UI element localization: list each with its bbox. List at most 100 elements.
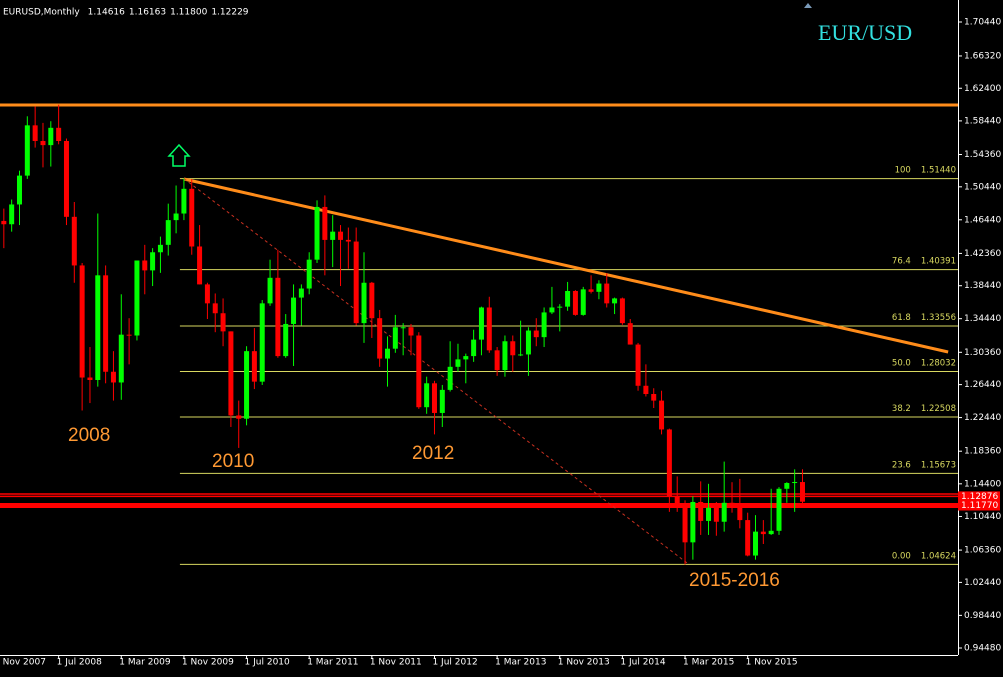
annotation: 2015-2016 [689, 570, 780, 591]
candle-body [377, 318, 383, 359]
x-tick-label: 1 Jul 2010 [245, 658, 290, 668]
x-tick-label: 1 Jul 2012 [432, 658, 477, 668]
candle-body [706, 507, 712, 521]
plot-area: 1.51440 100 1.40391 76.4 1.33556 61.8 1.28032 5… [0, 103, 958, 565]
trendline [183, 178, 690, 565]
y-tick-label: 1.42360 [964, 249, 1001, 259]
symbol-label: EUR/USD [818, 20, 912, 45]
candle-body [48, 127, 54, 146]
candle-body [486, 307, 492, 351]
candle-body [353, 241, 359, 324]
candle-body [118, 334, 124, 383]
fib-price: 1.22508 [921, 404, 956, 414]
annotation: 2008 [68, 425, 110, 446]
candle-body [776, 488, 782, 531]
candle-body [291, 297, 297, 324]
candle-body [189, 188, 195, 247]
candle-body [32, 125, 38, 142]
candle-body [596, 283, 602, 292]
candle-body [408, 327, 414, 336]
x-tick-label: 1 Mar 2009 [119, 658, 171, 668]
candle-body [455, 359, 461, 367]
candle-body [690, 501, 696, 543]
y-tick-label: 1.58440 [964, 116, 1001, 126]
y-tick-label: 1.50440 [964, 182, 1001, 192]
candle-body [314, 206, 320, 260]
y-tick-label: 1.34440 [964, 314, 1001, 324]
candle-body [259, 303, 265, 382]
candle-body [745, 520, 751, 556]
x-tick-label: 1 Mar 2015 [683, 658, 734, 668]
candle-body [9, 204, 15, 225]
candle-body [502, 341, 508, 371]
x-tick-label: 1 Jul 2014 [620, 658, 665, 668]
candle-body [792, 482, 798, 484]
y-tick-label: 1.10440 [964, 512, 1001, 522]
candle-body [768, 530, 774, 535]
y-tick-label: 1.70440 [964, 18, 1001, 28]
candle-body [71, 216, 77, 266]
fib-ratio: 76.4 [892, 257, 911, 267]
candle-body [416, 335, 422, 408]
candle-body [369, 282, 375, 319]
fib-ratio: 61.8 [892, 313, 911, 323]
candle-body [525, 330, 531, 355]
y-tick-label: 1.22440 [964, 413, 1001, 423]
candle-body [439, 389, 445, 413]
candle-body [204, 284, 210, 304]
candle-body [463, 356, 469, 360]
price-label: 1.12876 [961, 492, 998, 502]
fib-ratio: 100 [895, 166, 911, 176]
fib-price: 1.28032 [921, 358, 956, 368]
y-tick-label: 1.02440 [964, 578, 1001, 588]
candle-body [604, 283, 610, 304]
candle-body [134, 260, 140, 336]
candle-body [150, 252, 156, 271]
candle-body [267, 277, 273, 304]
y-tick-label: 1.38440 [964, 281, 1001, 291]
scroll-marker [804, 3, 812, 8]
candle-body [447, 366, 453, 390]
candle-body [1, 220, 7, 225]
annotation: 2010 [212, 451, 254, 472]
candle-body [471, 339, 477, 357]
ohlc-value: 1.16163 [129, 8, 166, 18]
candle-body [588, 289, 594, 292]
y-tick-label: 1.30360 [964, 348, 1001, 358]
candle-body [361, 282, 367, 324]
candle-body [126, 334, 132, 336]
candle-body [338, 231, 344, 240]
candle-body [95, 275, 101, 380]
price-label: 1.11770 [961, 501, 998, 511]
fib-price: 1.40391 [921, 257, 956, 267]
candle-body [549, 307, 555, 313]
candle-body [283, 323, 289, 357]
candle-body [651, 394, 657, 401]
y-tick-label: 0.94480 [964, 643, 1001, 653]
candle-body [24, 125, 30, 176]
candle-body [431, 383, 437, 413]
candle-body [627, 323, 633, 345]
candle-body [729, 502, 735, 506]
ohlc-value: 1.14616 [88, 8, 125, 18]
x-tick-label: 1 Jul 2008 [57, 658, 102, 668]
candle-body [40, 141, 46, 146]
fib-price: 1.33556 [921, 313, 956, 323]
candle-body [510, 341, 516, 356]
x-tick-label: 1 Nov 2013 [558, 658, 610, 668]
candle-body [63, 141, 69, 217]
candle-body [674, 496, 680, 504]
candle-body [244, 351, 250, 419]
fib-price: 1.15673 [921, 460, 956, 470]
candle-body [753, 531, 759, 556]
candle-body [698, 501, 704, 521]
candle-body [557, 306, 563, 308]
candle-body [345, 239, 351, 242]
candle-body [799, 482, 805, 502]
candle-body [713, 507, 719, 522]
candle-body [306, 259, 312, 289]
candle-body [619, 298, 625, 324]
ohlc-value: 1.12229 [211, 8, 248, 18]
candle-body [16, 175, 22, 205]
candle-body [478, 307, 484, 340]
